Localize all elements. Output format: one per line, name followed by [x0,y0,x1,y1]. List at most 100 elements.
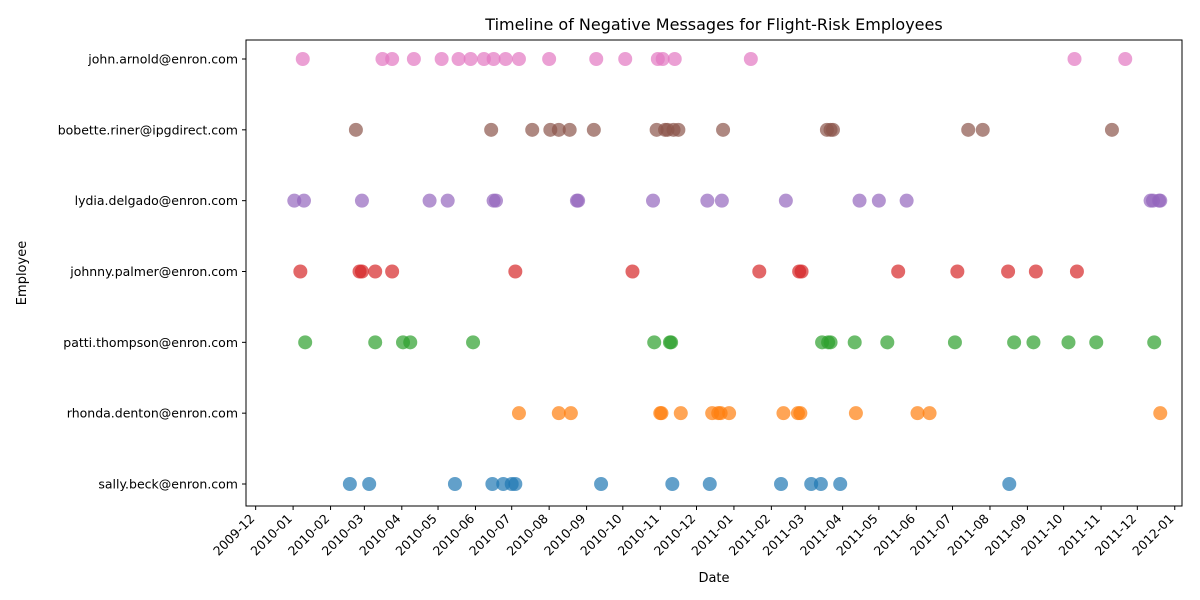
data-point [1026,335,1041,350]
data-point [551,406,566,421]
data-point [484,122,499,137]
y-axis-label: Employee [15,241,30,305]
data-point [667,52,682,66]
data-points [287,52,1168,491]
data-point [947,335,962,350]
y-axis: sally.beck@enron.com rhonda.denton@enron.… [58,52,246,492]
data-point [1089,335,1104,350]
data-point [774,477,789,491]
data-point [825,122,840,137]
data-point [793,406,808,421]
data-point [813,477,828,491]
data-point [722,406,737,421]
data-point [714,193,729,208]
data-point [511,52,526,66]
data-point [847,335,862,350]
data-point [525,122,540,137]
data-point [655,52,670,66]
data-point [646,193,661,208]
data-point [752,264,767,279]
data-point [804,477,819,491]
data-point [403,335,418,350]
data-point [485,477,500,491]
data-point [287,193,302,208]
data-point [871,193,886,208]
data-point [848,406,863,421]
data-point [508,264,523,279]
data-point [298,335,313,350]
data-point [551,122,566,137]
data-point [702,477,717,491]
data-point [447,477,462,491]
data-point [823,335,838,350]
data-point [586,122,601,137]
data-point [961,122,976,137]
data-point [665,477,680,491]
data-point [589,52,604,66]
data-point [476,52,491,66]
data-point [950,264,965,279]
data-point [1147,335,1162,350]
data-point [293,264,308,279]
data-point [348,122,363,137]
data-point [486,52,501,66]
data-point [542,52,557,66]
data-point [922,406,937,421]
data-point [975,122,990,137]
data-point [1002,477,1017,491]
data-point [451,52,466,66]
data-point [716,122,731,137]
data-point [354,264,369,279]
data-point [434,52,449,66]
data-point [508,477,523,491]
data-point [778,193,793,208]
data-point [296,193,311,208]
data-point [295,52,310,66]
data-point [594,477,609,491]
data-point [406,52,421,66]
data-point [562,122,577,137]
y-tick-label: bobette.riner@ipgdirect.com [58,122,238,137]
y-tick-label: johnny.palmer@enron.com [69,264,238,279]
data-point [647,335,662,350]
data-point [368,264,383,279]
data-point [794,264,809,279]
data-point [368,335,383,350]
data-point [625,264,640,279]
plot-frame [245,39,1183,507]
data-point [1001,264,1016,279]
data-point [891,264,906,279]
data-point [422,193,437,208]
data-point [498,52,513,66]
data-point [489,193,503,208]
data-point [563,406,578,421]
data-point [618,52,633,66]
data-point [654,406,669,421]
y-tick-label: lydia.delgado@enron.com [75,193,238,208]
data-point [1118,52,1133,66]
y-tick-label: patti.thompson@enron.com [63,335,238,350]
data-point [1061,335,1076,350]
data-point [743,52,758,66]
data-point [673,406,688,421]
data-point [385,52,400,66]
data-point [664,335,679,350]
data-point [1067,52,1082,66]
data-point [571,193,586,208]
data-point [1007,335,1022,350]
data-point [354,193,369,208]
data-point [671,122,686,137]
data-point [466,335,481,350]
data-point [700,193,715,208]
y-tick-label: sally.beck@enron.com [98,477,238,492]
data-point [440,193,455,208]
data-point [1028,264,1043,279]
y-tick-label: john.arnold@enron.com [87,52,238,67]
data-point [776,406,791,421]
data-point [880,335,895,350]
data-point [910,406,925,421]
y-tick-label: rhonda.denton@enron.com [67,406,238,421]
data-point [362,477,377,491]
